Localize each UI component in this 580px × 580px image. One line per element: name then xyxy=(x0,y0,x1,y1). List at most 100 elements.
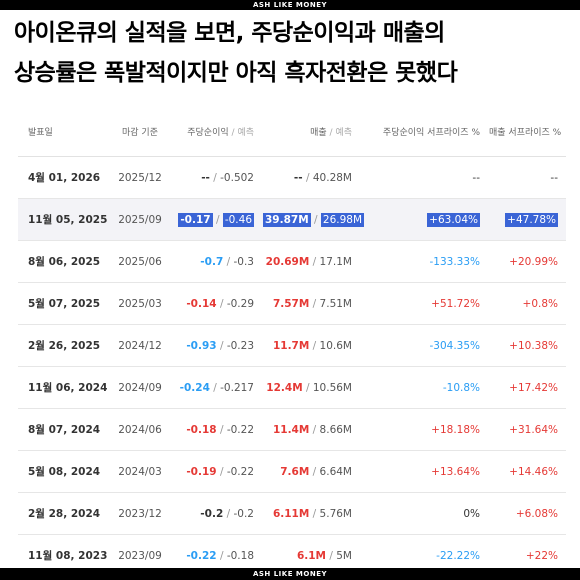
cell-eps-surprise: -10.8% xyxy=(360,366,488,409)
cell-value: +0.8% xyxy=(522,297,558,310)
cell-revenue-surprise: +0.8% xyxy=(488,282,566,325)
cell-value: 2024/06 xyxy=(118,423,162,436)
header-eps[interactable]: 주당순이익 / 예측 xyxy=(166,106,262,157)
revenue-actual: 7.57M xyxy=(272,297,310,310)
cell-date: 8월 07, 2024 xyxy=(18,408,114,451)
cell-value: -22.22% xyxy=(436,549,480,562)
value-separator: / xyxy=(314,213,318,226)
eps-actual: -0.24 xyxy=(179,381,210,394)
cell-value: +17.42% xyxy=(509,381,558,394)
cell-eps: -0.93 / -0.23 xyxy=(166,324,262,367)
eps-forecast: -0.217 xyxy=(220,381,254,394)
header-eps-surprise[interactable]: 주당순이익 서프라이즈 % xyxy=(360,106,488,157)
cell-revenue-surprise: +17.42% xyxy=(488,366,566,409)
cell-revenue: -- / 40.28M xyxy=(262,156,360,199)
value-separator: / xyxy=(226,507,231,520)
revenue-forecast: 7.51M xyxy=(319,297,352,310)
selection-highlight: +63.04% xyxy=(427,212,480,227)
cell-value: 8월 06, 2025 xyxy=(28,256,101,268)
value-separator: / xyxy=(213,381,217,394)
cell-period: 2025/09 xyxy=(114,198,166,241)
selection-highlight: -0.46 xyxy=(222,212,254,227)
cell-value: -10.8% xyxy=(442,381,480,394)
selection-highlight: 39.87M xyxy=(263,212,311,227)
cell-period: 2024/03 xyxy=(114,450,166,493)
cell-eps-surprise: 0% xyxy=(360,492,488,535)
value-separator: / xyxy=(219,297,224,310)
eps-actual: -0.2 xyxy=(200,507,224,520)
eps-forecast: -0.22 xyxy=(226,423,254,436)
table-row[interactable]: 4월 01, 2026 2025/12 -- / -0.502 -- / 40.28M… xyxy=(18,156,566,199)
cell-value: +22% xyxy=(525,549,558,562)
cell-value: 2025/09 xyxy=(118,213,162,226)
eps-actual: -0.93 xyxy=(186,339,217,352)
eps-forecast: -0.2 xyxy=(233,507,255,520)
revenue-actual: 12.4M xyxy=(266,381,303,394)
cell-revenue: 7.6M / 6.64M xyxy=(262,450,360,493)
header-revenue-surprise[interactable]: 매출 서프라이즈 % xyxy=(488,106,566,157)
table-row[interactable]: 5월 08, 2024 2024/03 -0.19 / -0.22 7.6M / 6.… xyxy=(18,450,566,493)
cell-eps-surprise: -133.33% xyxy=(360,240,488,283)
cell-eps: -0.24 / -0.217 xyxy=(166,366,262,409)
cell-period: 2024/12 xyxy=(114,324,166,367)
revenue-actual: 39.87M xyxy=(265,213,309,226)
eps-actual: -- xyxy=(201,171,210,184)
revenue-forecast: 17.1M xyxy=(319,255,352,268)
eps-forecast: -0.18 xyxy=(226,549,254,562)
eps-forecast: -0.502 xyxy=(220,171,254,184)
table-header-row: 발표일 마감 기준 주당순이익 / 예측 매출 / 예측 주당순이익 서프라이즈… xyxy=(18,106,566,157)
cell-value: 2023/12 xyxy=(118,507,162,520)
cell-revenue: 20.69M / 17.1M xyxy=(262,240,360,283)
eps-actual: -0.14 xyxy=(186,297,217,310)
table-row[interactable]: 11월 06, 2024 2024/09 -0.24 / -0.217 12.4M /… xyxy=(18,366,566,409)
revenue-actual: -- xyxy=(293,171,303,184)
revenue-actual: 6.11M xyxy=(272,507,310,520)
cell-value: +6.08% xyxy=(515,507,558,520)
cell-eps: -0.18 / -0.22 xyxy=(166,408,262,451)
cell-revenue: 11.4M / 8.66M xyxy=(262,408,360,451)
cell-value: +31.64% xyxy=(509,423,558,436)
eps-actual: -0.19 xyxy=(186,465,217,478)
cell-value: +10.38% xyxy=(509,339,558,352)
cell-date: 8월 06, 2025 xyxy=(18,240,114,283)
value-separator: / xyxy=(312,465,317,478)
headline-line-1: 아이온큐의 실적을 보면, 주당순이익과 매출의 xyxy=(14,20,445,46)
revenue-actual: 11.4M xyxy=(272,423,310,436)
cell-value: -- xyxy=(472,171,480,184)
cell-period: 2025/12 xyxy=(114,156,166,199)
cell-period: 2023/12 xyxy=(114,492,166,535)
revenue-forecast: 5M xyxy=(336,549,352,562)
header-date[interactable]: 발표일 xyxy=(18,106,114,157)
value-separator: / xyxy=(305,171,310,184)
cell-date: 2월 26, 2025 xyxy=(18,324,114,367)
revenue-forecast: 6.64M xyxy=(319,465,352,478)
table-row[interactable]: 8월 07, 2024 2024/06 -0.18 / -0.22 11.4M / 8… xyxy=(18,408,566,451)
table-row[interactable]: 11월 05, 2025 2025/09 -0.17 / -0.46 39.87M /… xyxy=(18,198,566,241)
cell-period: 2025/03 xyxy=(114,282,166,325)
table-row[interactable]: 8월 06, 2025 2025/06 -0.7 / -0.3 20.69M / 17… xyxy=(18,240,566,283)
eps-actual: -0.17 xyxy=(180,213,211,226)
cell-revenue: 12.4M / 10.56M xyxy=(262,366,360,409)
cell-value: -- xyxy=(550,171,558,184)
table-row[interactable]: 5월 07, 2025 2025/03 -0.14 / -0.29 7.57M / 7… xyxy=(18,282,566,325)
value-separator: / xyxy=(219,465,224,478)
cell-eps-surprise: +18.18% xyxy=(360,408,488,451)
cell-revenue-surprise: +10.38% xyxy=(488,324,566,367)
revenue-forecast: 10.56M xyxy=(312,381,352,394)
cell-period: 2024/06 xyxy=(114,408,166,451)
cell-value: 5월 08, 2024 xyxy=(28,466,101,478)
header-period[interactable]: 마감 기준 xyxy=(114,106,166,157)
cell-date: 5월 08, 2024 xyxy=(18,450,114,493)
revenue-actual: 20.69M xyxy=(265,255,310,268)
table-row[interactable]: 2월 26, 2025 2024/12 -0.93 / -0.23 11.7M / 1… xyxy=(18,324,566,367)
cell-value: +13.64% xyxy=(431,465,480,478)
cell-value: 8월 07, 2024 xyxy=(28,424,101,436)
eps-forecast: -0.22 xyxy=(226,465,254,478)
selection-highlight: -0.17 xyxy=(178,212,213,227)
header-revenue[interactable]: 매출 / 예측 xyxy=(262,106,360,157)
cell-revenue-surprise: +31.64% xyxy=(488,408,566,451)
cell-value: 2024/09 xyxy=(118,381,162,394)
earnings-table: 발표일 마감 기준 주당순이익 / 예측 매출 / 예측 주당순이익 서프라이즈… xyxy=(18,106,566,577)
table-row[interactable]: 2월 28, 2024 2023/12 -0.2 / -0.2 6.11M / 5.7… xyxy=(18,492,566,535)
value-separator: / xyxy=(219,549,224,562)
